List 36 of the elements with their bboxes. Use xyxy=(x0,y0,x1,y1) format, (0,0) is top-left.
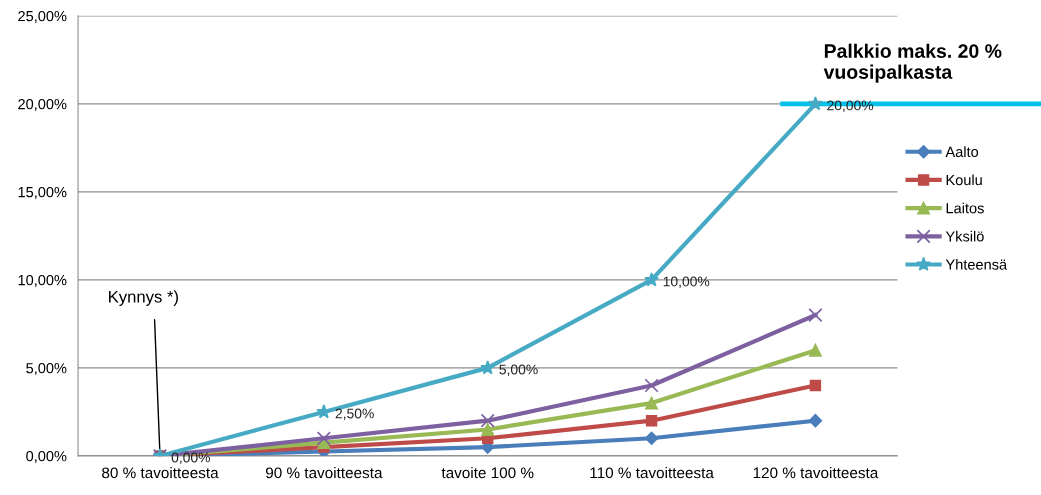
point xyxy=(481,423,495,436)
point xyxy=(644,431,659,446)
point xyxy=(809,379,822,392)
y-tick-label: 20,00% xyxy=(18,98,67,111)
x-tick-label: 110 % tavoitteesta xyxy=(590,467,714,479)
point xyxy=(645,414,658,427)
point xyxy=(645,396,658,410)
legend-label: Yhteensä xyxy=(945,259,1008,270)
point xyxy=(809,343,822,357)
point xyxy=(808,307,823,323)
y-tick-label: 15,00% xyxy=(18,186,67,200)
point xyxy=(807,96,823,111)
x-tick-label: tavoite 100 % xyxy=(441,467,534,479)
point xyxy=(316,431,331,446)
legend-label: Koulu xyxy=(946,174,982,186)
point xyxy=(644,378,659,393)
y-tick-label: 10,00% xyxy=(18,274,67,288)
point xyxy=(644,272,660,287)
data-label: 0,00% xyxy=(171,452,210,465)
y-tick-label: 25,00% xyxy=(18,10,67,23)
x-tick-label: 80 % tavoitteesta xyxy=(102,467,219,479)
legend-label: Laitos xyxy=(946,202,984,214)
data-label: 2,50% xyxy=(335,408,374,421)
x-tick-label: 90 % tavoitteesta xyxy=(265,467,383,479)
legend-label: Yksilö xyxy=(945,230,984,242)
data-label: 10,00% xyxy=(663,276,710,289)
y-tick-label: 5,00% xyxy=(26,362,67,376)
ref-line-label: Palkkio maks. 20 % vuosipalkasta xyxy=(823,43,1002,83)
point xyxy=(480,360,496,375)
x-tick-label: 120 % tavoitteesta xyxy=(753,467,879,479)
y-tick-label: 0,00% xyxy=(26,451,67,464)
point xyxy=(480,413,495,428)
annotation: Kynnys *) xyxy=(109,290,178,306)
point xyxy=(808,413,823,428)
data-label: 5,00% xyxy=(499,364,538,377)
legend-label: Aalto xyxy=(945,146,979,158)
